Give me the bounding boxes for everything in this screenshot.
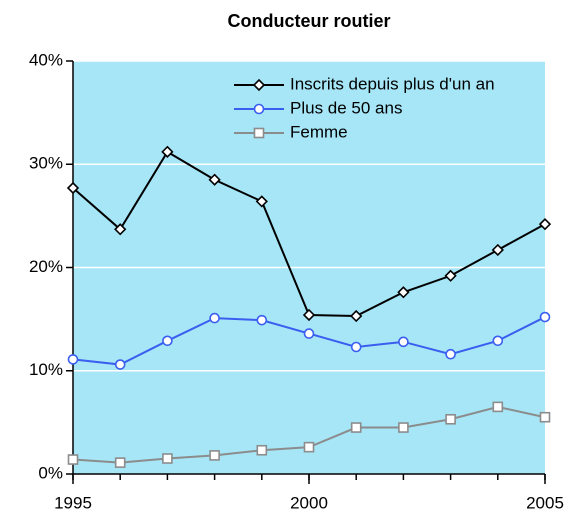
marker [114, 359, 126, 370]
marker [538, 218, 552, 231]
legend-label: Plus de 50 ans [290, 98, 402, 117]
marker [491, 243, 504, 257]
marker [539, 411, 551, 423]
legend-label: Femme [290, 122, 348, 141]
marker [162, 453, 173, 464]
marker [256, 314, 268, 326]
marker [303, 441, 315, 453]
marker [302, 308, 316, 322]
marker [350, 422, 362, 433]
x-tick-label: 2005 [526, 493, 564, 512]
marker [255, 195, 268, 208]
marker [162, 335, 173, 347]
chart-title: Conducteur routier [227, 11, 390, 31]
marker [398, 422, 409, 433]
marker [444, 269, 457, 282]
marker [256, 444, 268, 456]
x-tick-label: 1995 [54, 493, 92, 512]
marker [397, 286, 410, 299]
y-tick-label: 30% [29, 154, 63, 173]
marker [350, 309, 363, 323]
marker [350, 341, 362, 353]
marker [66, 181, 80, 195]
legend-marker [253, 103, 265, 115]
marker [209, 450, 220, 461]
marker [492, 401, 504, 413]
marker [208, 173, 221, 186]
legend-marker [252, 78, 266, 92]
y-tick-label: 40% [29, 50, 63, 69]
y-tick-label: 10% [29, 360, 63, 379]
marker [445, 348, 456, 360]
marker [445, 413, 456, 425]
marker [398, 336, 409, 348]
marker [539, 311, 551, 323]
marker [67, 354, 79, 365]
legend-label: Inscrits depuis plus d'un an [290, 74, 495, 93]
marker [114, 223, 127, 236]
marker [209, 312, 220, 324]
y-tick-label: 0% [38, 463, 63, 482]
marker [67, 454, 79, 465]
y-tick-label: 20% [29, 257, 63, 276]
x-tick-label: 2000 [290, 493, 328, 512]
marker [303, 328, 315, 339]
marker [492, 335, 504, 347]
marker [114, 457, 126, 468]
marker [161, 145, 174, 158]
legend-marker [253, 127, 265, 139]
